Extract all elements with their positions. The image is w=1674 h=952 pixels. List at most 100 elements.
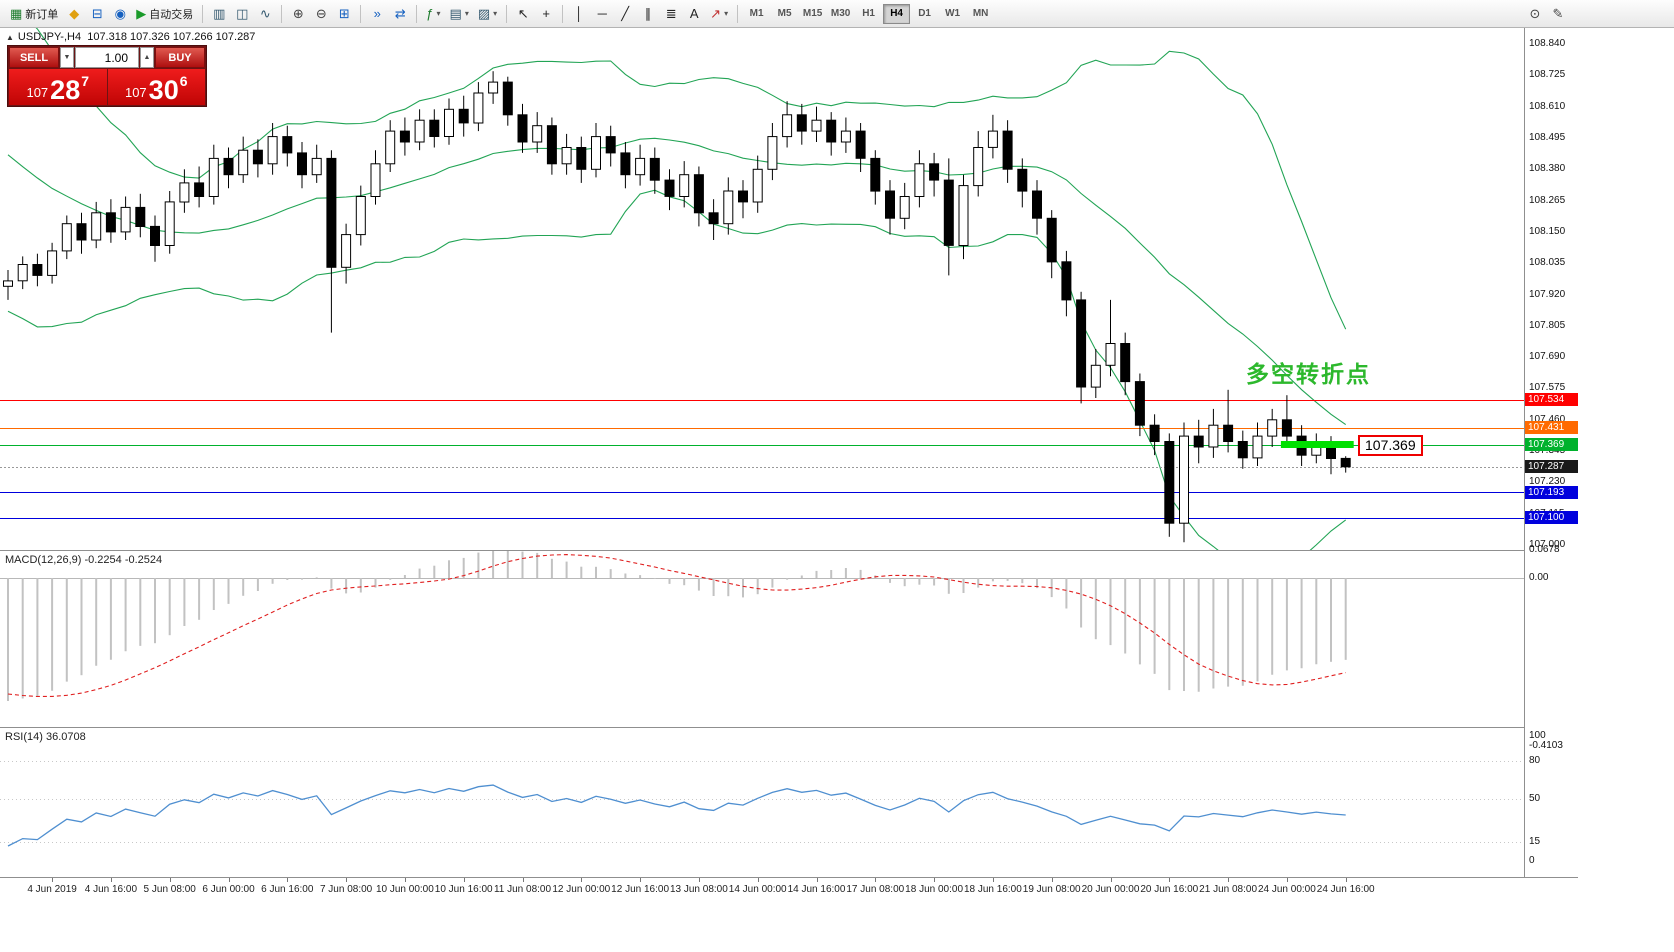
text-button[interactable]: A bbox=[683, 3, 705, 25]
price-axis[interactable]: 108.840 108.725 108.610 108.495 108.380 108.2… bbox=[1524, 28, 1578, 877]
timeframe-w1-button[interactable]: W1 bbox=[939, 4, 966, 24]
chart-annotation-text: 多空转折点 bbox=[1246, 361, 1371, 387]
panel-separator[interactable] bbox=[0, 550, 1578, 551]
cursor-button[interactable]: ↖ bbox=[512, 3, 534, 25]
time-tick bbox=[52, 878, 54, 882]
edit-icon[interactable]: ✎ bbox=[1547, 3, 1569, 25]
time-tick bbox=[346, 878, 348, 882]
candle bbox=[576, 147, 587, 170]
candles bbox=[3, 71, 1351, 543]
zoom-out-button[interactable]: ⊖ bbox=[310, 3, 332, 25]
metaeditor-button[interactable]: ◆ bbox=[63, 3, 85, 25]
trendline-button[interactable]: ╱ bbox=[614, 3, 636, 25]
price-label-box[interactable]: 107.369 bbox=[1358, 435, 1423, 456]
volume-down-button[interactable]: ▼ bbox=[60, 47, 74, 68]
channel-button[interactable]: ∥ bbox=[637, 3, 659, 25]
auto-scroll-button[interactable]: » bbox=[366, 3, 388, 25]
line-chart-button[interactable]: ∿ bbox=[254, 3, 276, 25]
timeframe-h1-button[interactable]: H1 bbox=[855, 4, 882, 24]
dropdown-caret-icon: ▾ bbox=[724, 9, 729, 18]
templates-button[interactable]: ▨ ▾ bbox=[474, 3, 501, 25]
candle bbox=[1090, 364, 1101, 388]
time-label: 13 Jun 08:00 bbox=[669, 884, 728, 895]
candle bbox=[943, 179, 954, 246]
timeframe-d1-button[interactable]: D1 bbox=[911, 4, 938, 24]
candle bbox=[855, 130, 866, 159]
time-tick bbox=[463, 878, 465, 882]
volume-input[interactable] bbox=[75, 47, 139, 68]
vertical-line-button[interactable]: │ bbox=[568, 3, 590, 25]
timeframe-m5-button[interactable]: M5 bbox=[771, 4, 798, 24]
bollinger-middle-line bbox=[7, 137, 1347, 426]
volume-up-button[interactable]: ▲ bbox=[140, 47, 154, 68]
macd-histogram bbox=[7, 551, 1347, 701]
rsi-indicator-label: RSI(14) 36.0708 bbox=[5, 731, 86, 743]
candle bbox=[150, 225, 160, 246]
candlestick-chart-button[interactable]: ◫ bbox=[231, 3, 253, 25]
bar-chart-button[interactable]: ▥ bbox=[208, 3, 230, 25]
highlight-trendline-segment[interactable] bbox=[1280, 441, 1354, 448]
buy-button[interactable]: BUY bbox=[155, 47, 205, 68]
candle bbox=[91, 212, 102, 241]
candle bbox=[1061, 261, 1072, 301]
tile-windows-button[interactable]: ⊞ bbox=[333, 3, 355, 25]
candle bbox=[738, 190, 748, 203]
time-label: 19 Jun 08:00 bbox=[1022, 884, 1081, 895]
time-tick bbox=[228, 878, 230, 882]
horizontal-level-lines[interactable] bbox=[0, 399, 1524, 520]
market-watch-button[interactable]: ⊟ bbox=[86, 3, 108, 25]
auto-trading-button[interactable]: ▶ 自动交易 bbox=[132, 3, 197, 25]
search-icon[interactable]: ⊙ bbox=[1524, 3, 1546, 25]
timeframe-h4-button[interactable]: H4 bbox=[883, 3, 911, 24]
sell-button[interactable]: SELL bbox=[9, 47, 59, 68]
candle bbox=[282, 136, 293, 154]
time-tick bbox=[1169, 878, 1171, 882]
fibonacci-button[interactable]: ≣ bbox=[660, 3, 682, 25]
new-order-button[interactable]: ▦ 新订单 bbox=[6, 3, 62, 25]
buy-price-display[interactable]: 107 30 6 bbox=[107, 69, 205, 105]
chart-shift-button[interactable]: ⇄ bbox=[389, 3, 411, 25]
arrows-button[interactable]: ↗ ▾ bbox=[706, 3, 732, 25]
candle bbox=[252, 149, 263, 165]
time-tick bbox=[816, 878, 818, 882]
zoom-in-button[interactable]: ⊕ bbox=[287, 3, 309, 25]
timeframe-m30-button[interactable]: M30 bbox=[827, 4, 854, 24]
panel-separator[interactable] bbox=[0, 727, 1578, 728]
candle bbox=[473, 92, 484, 124]
time-tick bbox=[1110, 878, 1112, 882]
candle bbox=[914, 163, 925, 198]
candle bbox=[870, 157, 881, 192]
price-tag: 107.193 bbox=[1525, 485, 1578, 499]
timeframe-m1-button[interactable]: M1 bbox=[743, 4, 770, 24]
trade-panel-toggle-icon[interactable]: ▲ bbox=[6, 32, 14, 42]
time-tick bbox=[640, 878, 642, 882]
indicators-button[interactable]: ƒ ▾ bbox=[422, 3, 444, 25]
candle bbox=[164, 201, 175, 246]
macd-panel-canvas[interactable] bbox=[0, 551, 1524, 727]
navigator-icon: ◉ bbox=[114, 6, 126, 21]
horizontal-line-button[interactable]: ─ bbox=[591, 3, 613, 25]
crosshair-button[interactable]: + bbox=[535, 3, 557, 25]
candle bbox=[929, 163, 940, 181]
candle bbox=[370, 163, 381, 198]
toolbar: ▦ 新订单 ◆ ⊟ ◉ ▶ 自动交易 ▥ ◫ ∿ ⊕ ⊖ ⊞ » ⇄ ƒ ▾ ▤ ▾ ▨ ▾ ↖ + │ ─ ╱ ∥ ≣ A ↗ ▾ M1 M5… bbox=[0, 0, 1674, 28]
price-chart-canvas[interactable] bbox=[0, 28, 1524, 550]
time-label: 17 Jun 08:00 bbox=[846, 884, 905, 895]
timeframe-mn-button[interactable]: MN bbox=[967, 4, 994, 24]
candle bbox=[385, 130, 396, 165]
rsi-panel-canvas[interactable] bbox=[0, 728, 1524, 877]
candle bbox=[326, 157, 337, 268]
sell-price-display[interactable]: 107 28 7 bbox=[9, 69, 107, 105]
toolbar-separator bbox=[202, 4, 204, 23]
time-label: 20 Jun 00:00 bbox=[1081, 884, 1140, 895]
time-label: 11 Jun 08:00 bbox=[493, 884, 552, 895]
time-axis[interactable]: 4 Jun 2019 4 Jun 16:00 5 Jun 08:00 6 Jun 00… bbox=[0, 877, 1578, 899]
time-label: 14 Jun 16:00 bbox=[787, 884, 846, 895]
candle bbox=[620, 152, 631, 176]
toolbar-separator bbox=[737, 4, 739, 23]
candle bbox=[61, 223, 72, 252]
navigator-button[interactable]: ◉ bbox=[109, 3, 131, 25]
timeframe-m15-button[interactable]: M15 bbox=[799, 4, 826, 24]
candle bbox=[1164, 441, 1175, 524]
periods-button[interactable]: ▤ ▾ bbox=[446, 3, 473, 25]
